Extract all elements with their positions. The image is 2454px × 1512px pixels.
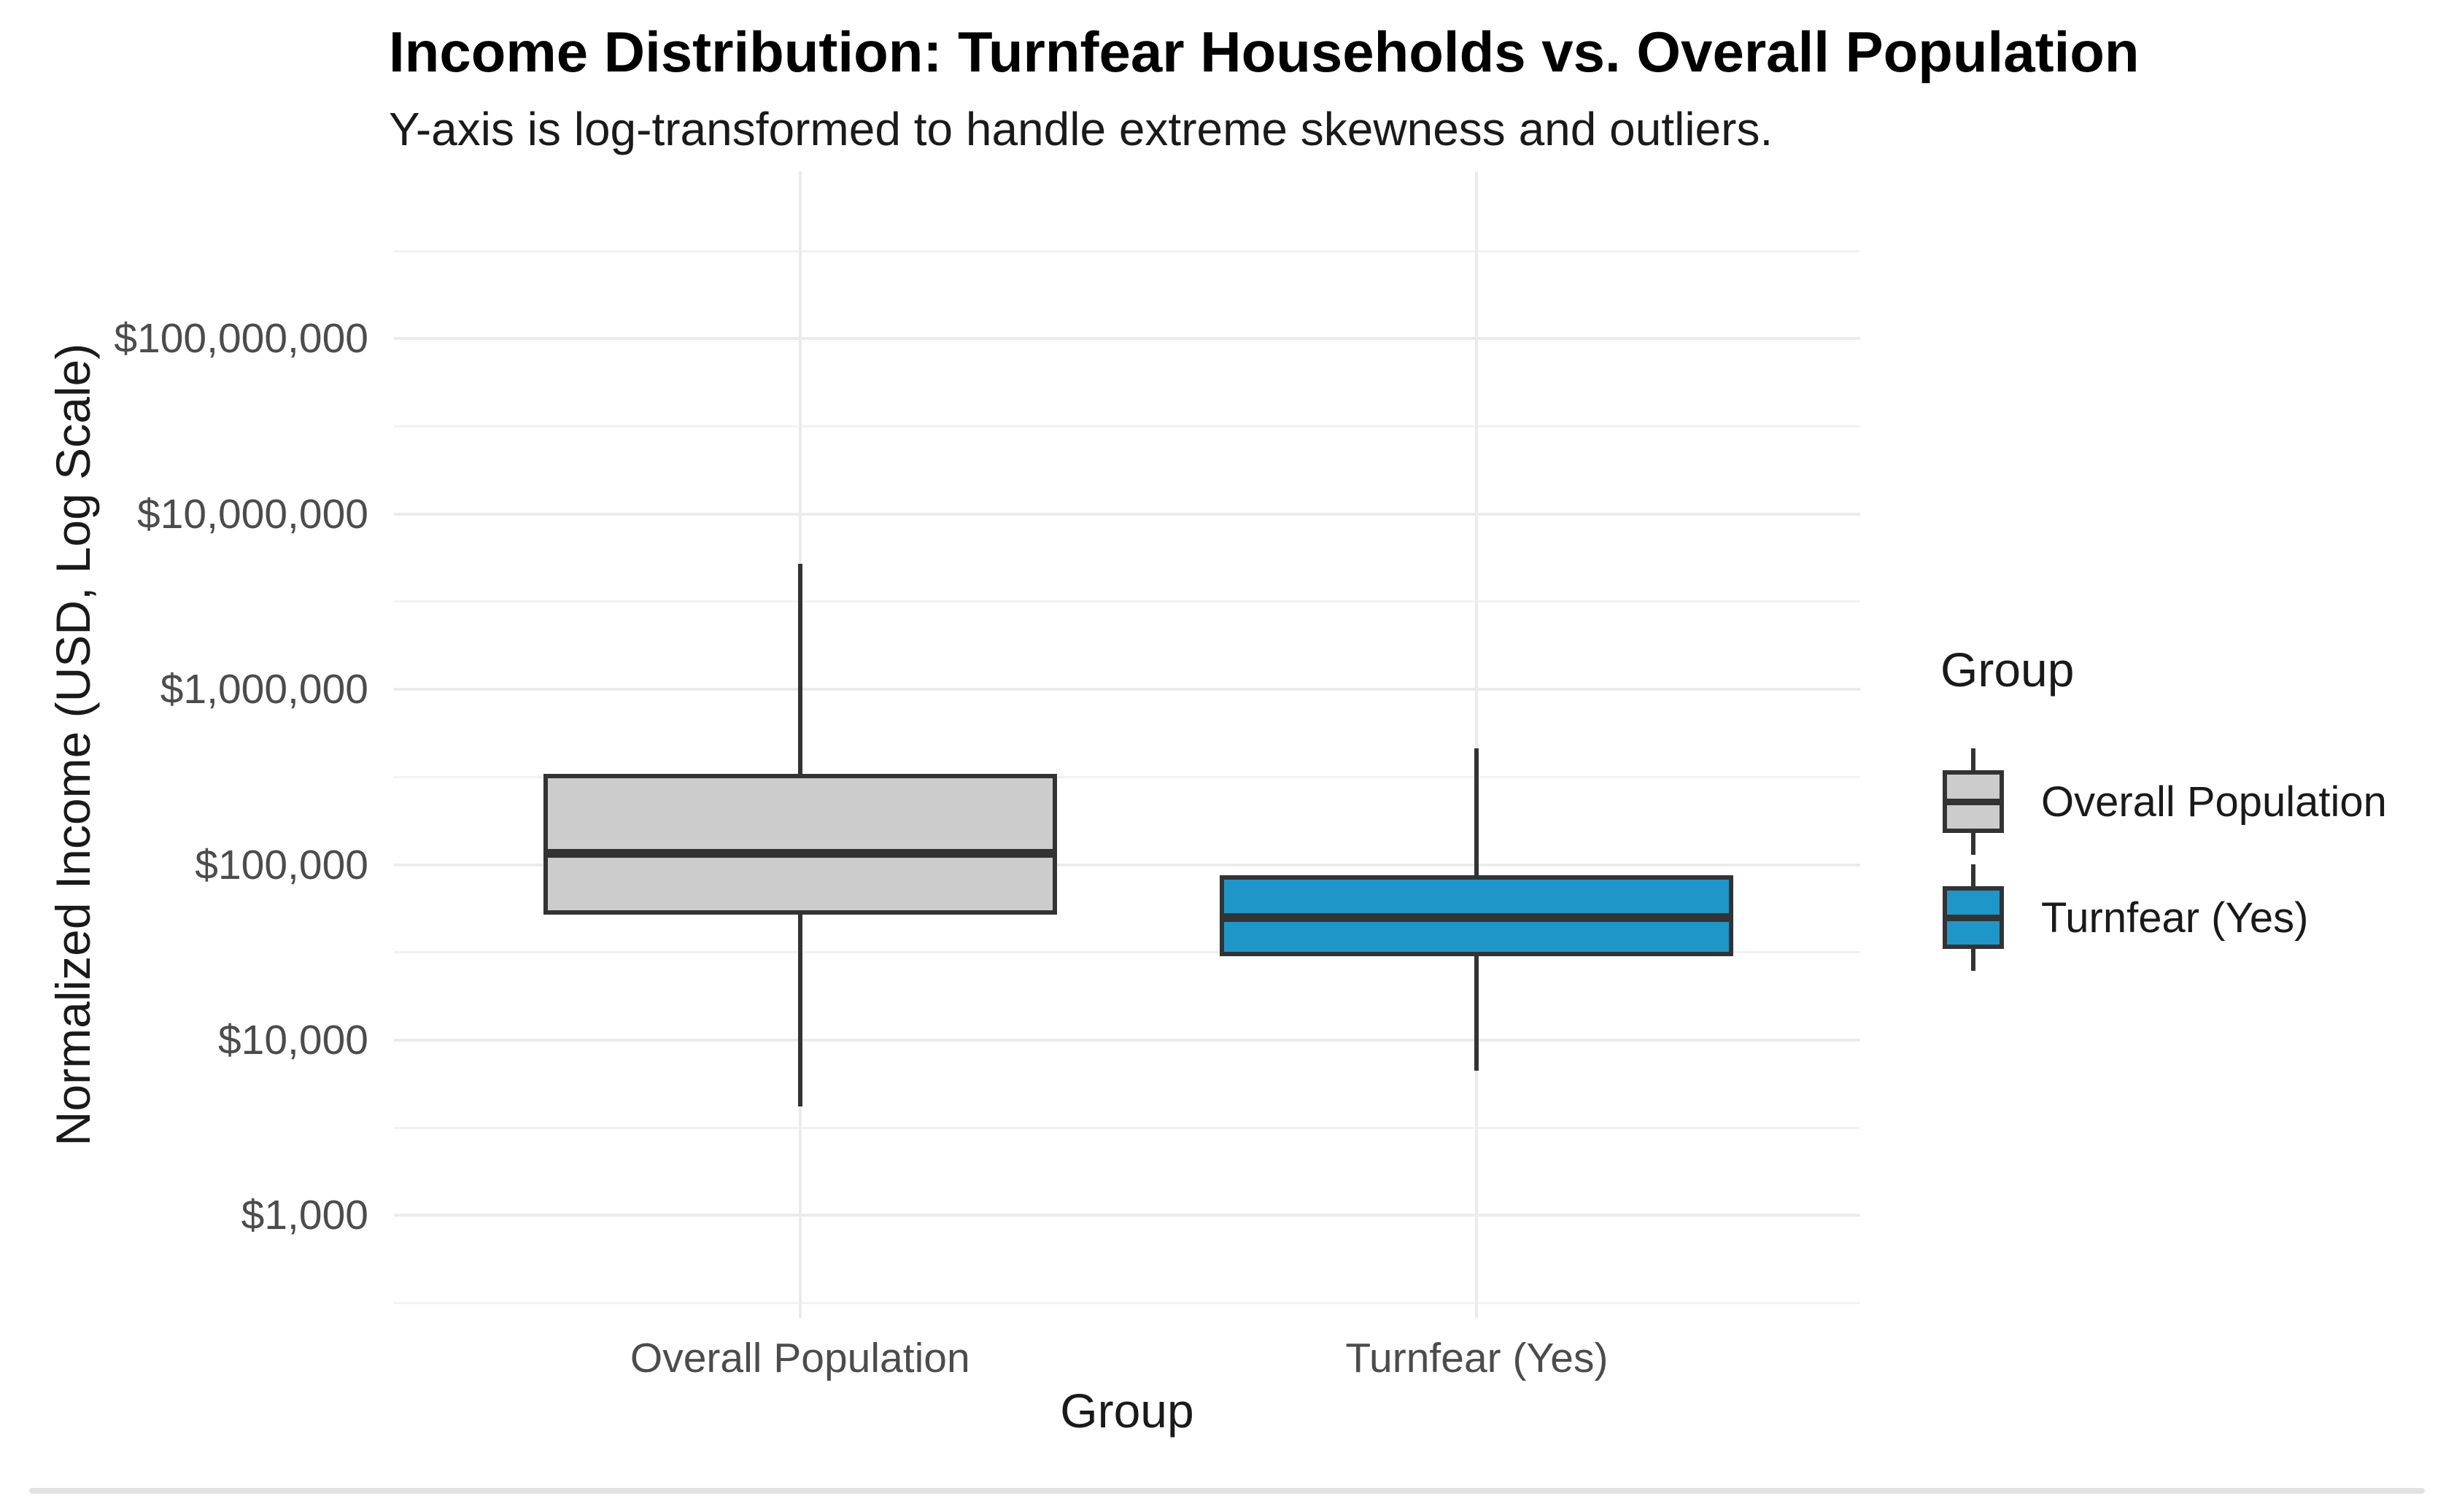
legend-key-median [1947, 799, 2000, 805]
y-tick-label: $100,000,000 [114, 315, 368, 363]
chart-title: Income Distribution: Turnfear Households… [389, 20, 2140, 84]
whisker-lower-overall-population [797, 914, 802, 1106]
legend-label: Turnfear (Yes) [2041, 893, 2309, 942]
gridline-x [1475, 171, 1479, 1318]
legend-key-overall-population [1940, 748, 2006, 855]
whisker-lower-turnfear-yes [1474, 956, 1479, 1071]
x-axis-title: Group [1060, 1384, 1194, 1438]
y-tick-label: $10,000,000 [137, 490, 368, 538]
median-line-overall-population [543, 849, 1057, 858]
gridline-minor [394, 951, 1860, 954]
box-overall-population [543, 773, 1057, 915]
gridline-major [394, 1214, 1860, 1217]
x-tick-label: Overall Population [630, 1335, 970, 1381]
plot-panel [394, 171, 1860, 1318]
legend-key-box [1943, 886, 2004, 949]
legend-key-turnfear-yes [1940, 864, 2006, 971]
legend-key-median [1947, 915, 2000, 921]
legend-entry-overall-population: Overall Population [1940, 748, 2387, 855]
gridline-minor [394, 249, 1860, 252]
median-line-turnfear-yes [1220, 912, 1734, 922]
gridline-minor [394, 425, 1860, 428]
legend-entries: Overall Population Turnfear (Yes) [1940, 748, 2387, 971]
whisker-upper-turnfear-yes [1474, 748, 1479, 876]
gridline-major [394, 688, 1860, 691]
legend-title: Group [1940, 643, 2075, 697]
x-tick-label: Turnfear (Yes) [1345, 1335, 1609, 1381]
bottom-divider [29, 1488, 2425, 1494]
gridline-major [394, 512, 1860, 516]
y-tick-label: $10,000 [217, 1016, 368, 1063]
gridline-minor [394, 1126, 1860, 1129]
gridline-minor [394, 1302, 1860, 1305]
whisker-upper-overall-population [797, 564, 802, 774]
legend-key-box [1943, 770, 2004, 833]
gridline-major [394, 337, 1860, 341]
gridline-major [394, 1038, 1860, 1042]
gridline-major [394, 863, 1860, 867]
gridline-minor [394, 775, 1860, 778]
legend: Group Overall Population Turnfear (Yes) [1940, 642, 2387, 980]
y-tick-label: $1,000,000 [160, 666, 368, 713]
y-tick-label: $100,000 [195, 841, 368, 888]
y-tick-label: $1,000 [241, 1192, 368, 1239]
legend-entry-turnfear-yes: Turnfear (Yes) [1940, 864, 2387, 971]
gridline-minor [394, 600, 1860, 603]
legend-label: Overall Population [2041, 778, 2387, 826]
chart-subtitle: Y-axis is log-transformed to handle extr… [389, 103, 1773, 155]
